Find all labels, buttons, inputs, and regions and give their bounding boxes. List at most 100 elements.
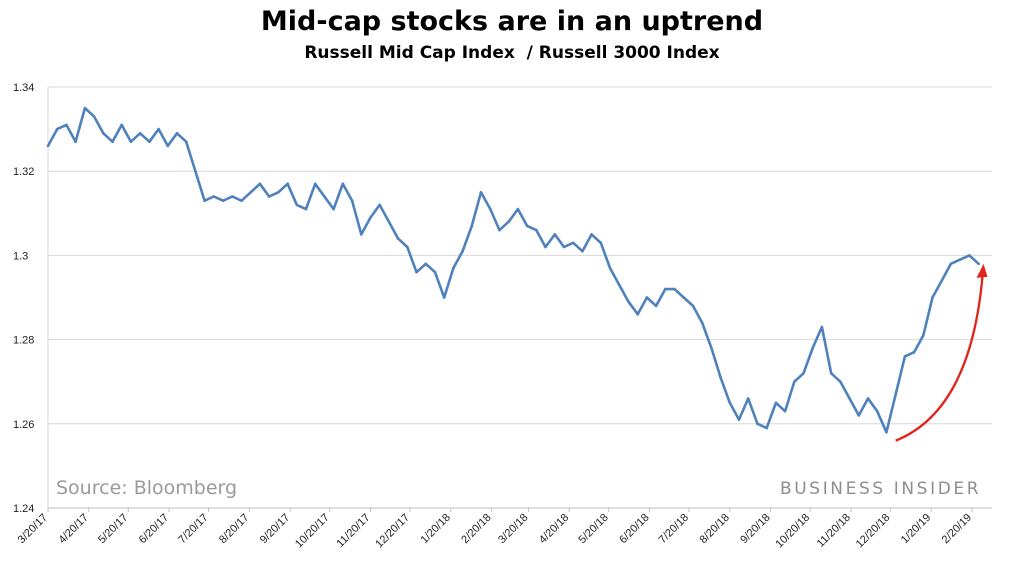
y-tick-label: 1.3 [13,250,28,262]
brand-logo-text: BUSINESS INSIDER [780,479,982,499]
data-point [728,401,732,405]
data-point [608,266,612,270]
data-point [387,220,391,223]
data-point [746,397,750,400]
source-note: Source: Bloomberg [56,477,238,499]
data-point [277,191,280,194]
x-tick-label: 12/20/18 [854,512,893,551]
data-point [903,355,907,358]
data-point [120,123,123,127]
data-point [148,140,151,143]
chart-title: Mid-cap stocks are in an uptrend [260,6,764,37]
y-axis-ticks: 1.24 1.26 1.28 1.3 1.32 1.34 [13,82,34,515]
trend-arrow [895,275,984,442]
x-tick-label: 4/20/18 [537,512,571,546]
data-point [553,233,557,236]
y-tick-label: 1.34 [13,82,34,94]
data-point [571,241,575,245]
data-point [783,409,787,413]
data-point [129,140,133,143]
trend-arrow-head [976,263,988,278]
x-tick-label: 6/20/17 [137,512,171,546]
data-point [866,397,870,400]
data-point [774,401,778,405]
data-point [958,258,962,261]
data-point [627,300,630,304]
data-point [194,169,197,173]
x-axis-ticks: 3/20/17 4/20/17 5/20/17 6/20/17 7/20/17 8/20/… [16,508,974,550]
y-tick-label: 1.26 [13,419,34,431]
data-point [83,106,87,110]
data-point [360,233,363,236]
data-point [525,224,529,228]
data-point [46,144,50,148]
grid-lines [47,86,992,509]
x-tick-label: 1/20/18 [418,512,452,546]
data-point [544,245,547,249]
data-point [682,296,685,299]
data-point [175,132,179,135]
data-point [839,380,842,384]
data-point [811,346,814,350]
data-point [664,287,667,291]
x-tick-label: 11/20/18 [815,512,853,550]
data-point [802,372,805,375]
data-point [470,224,474,228]
data-point [636,313,639,316]
data-point [424,262,428,266]
data-point [65,123,68,127]
data-point [415,270,418,274]
data-point [673,287,676,291]
x-tick-label: 1/20/19 [899,512,933,546]
data-point [221,199,225,202]
x-tick-label: 10/20/18 [773,512,812,551]
data-point [977,262,980,266]
y-tick-label: 1.32 [13,166,34,178]
x-tick-label: 8/20/18 [697,512,731,546]
data-point [922,334,925,337]
data-point [267,195,271,198]
data-point [581,249,584,253]
data-point [949,262,953,266]
data-point [378,203,382,207]
data-point [55,127,59,131]
series-group [46,106,980,434]
x-tick-label: 5/20/17 [96,512,130,546]
data-point [793,380,796,384]
data-point [304,207,308,211]
data-point [369,216,372,219]
x-tick-label: 9/20/17 [258,512,292,546]
data-point [74,140,77,143]
data-point [875,409,879,413]
data-point [562,245,566,249]
x-tick-label: 7/20/17 [176,512,210,546]
y-tick-label: 1.28 [13,335,34,347]
data-point [654,304,658,308]
x-tick-label: 2/20/18 [459,512,493,546]
data-point [820,325,824,329]
data-point [396,237,400,240]
data-point [111,140,114,143]
chart-subtitle: Russell Mid Cap Index / Russell 3000 Ind… [304,43,720,63]
data-point [737,418,741,421]
x-tick-label: 9/20/18 [738,512,772,546]
data-point [313,182,317,186]
data-point [857,414,861,417]
data-point [231,195,234,198]
data-point [507,220,511,223]
data-point [590,233,593,236]
data-point [516,207,520,211]
data-point [433,270,437,274]
x-tick-label: 7/20/18 [657,512,691,546]
data-point [885,430,888,434]
data-point [931,296,934,299]
data-point [341,182,345,186]
data-point [157,127,160,131]
series-line [46,106,980,434]
x-tick-label: 3/20/17 [16,512,50,546]
data-point [406,245,409,249]
data-point [894,393,897,396]
data-point [92,115,96,118]
data-point [710,346,713,350]
